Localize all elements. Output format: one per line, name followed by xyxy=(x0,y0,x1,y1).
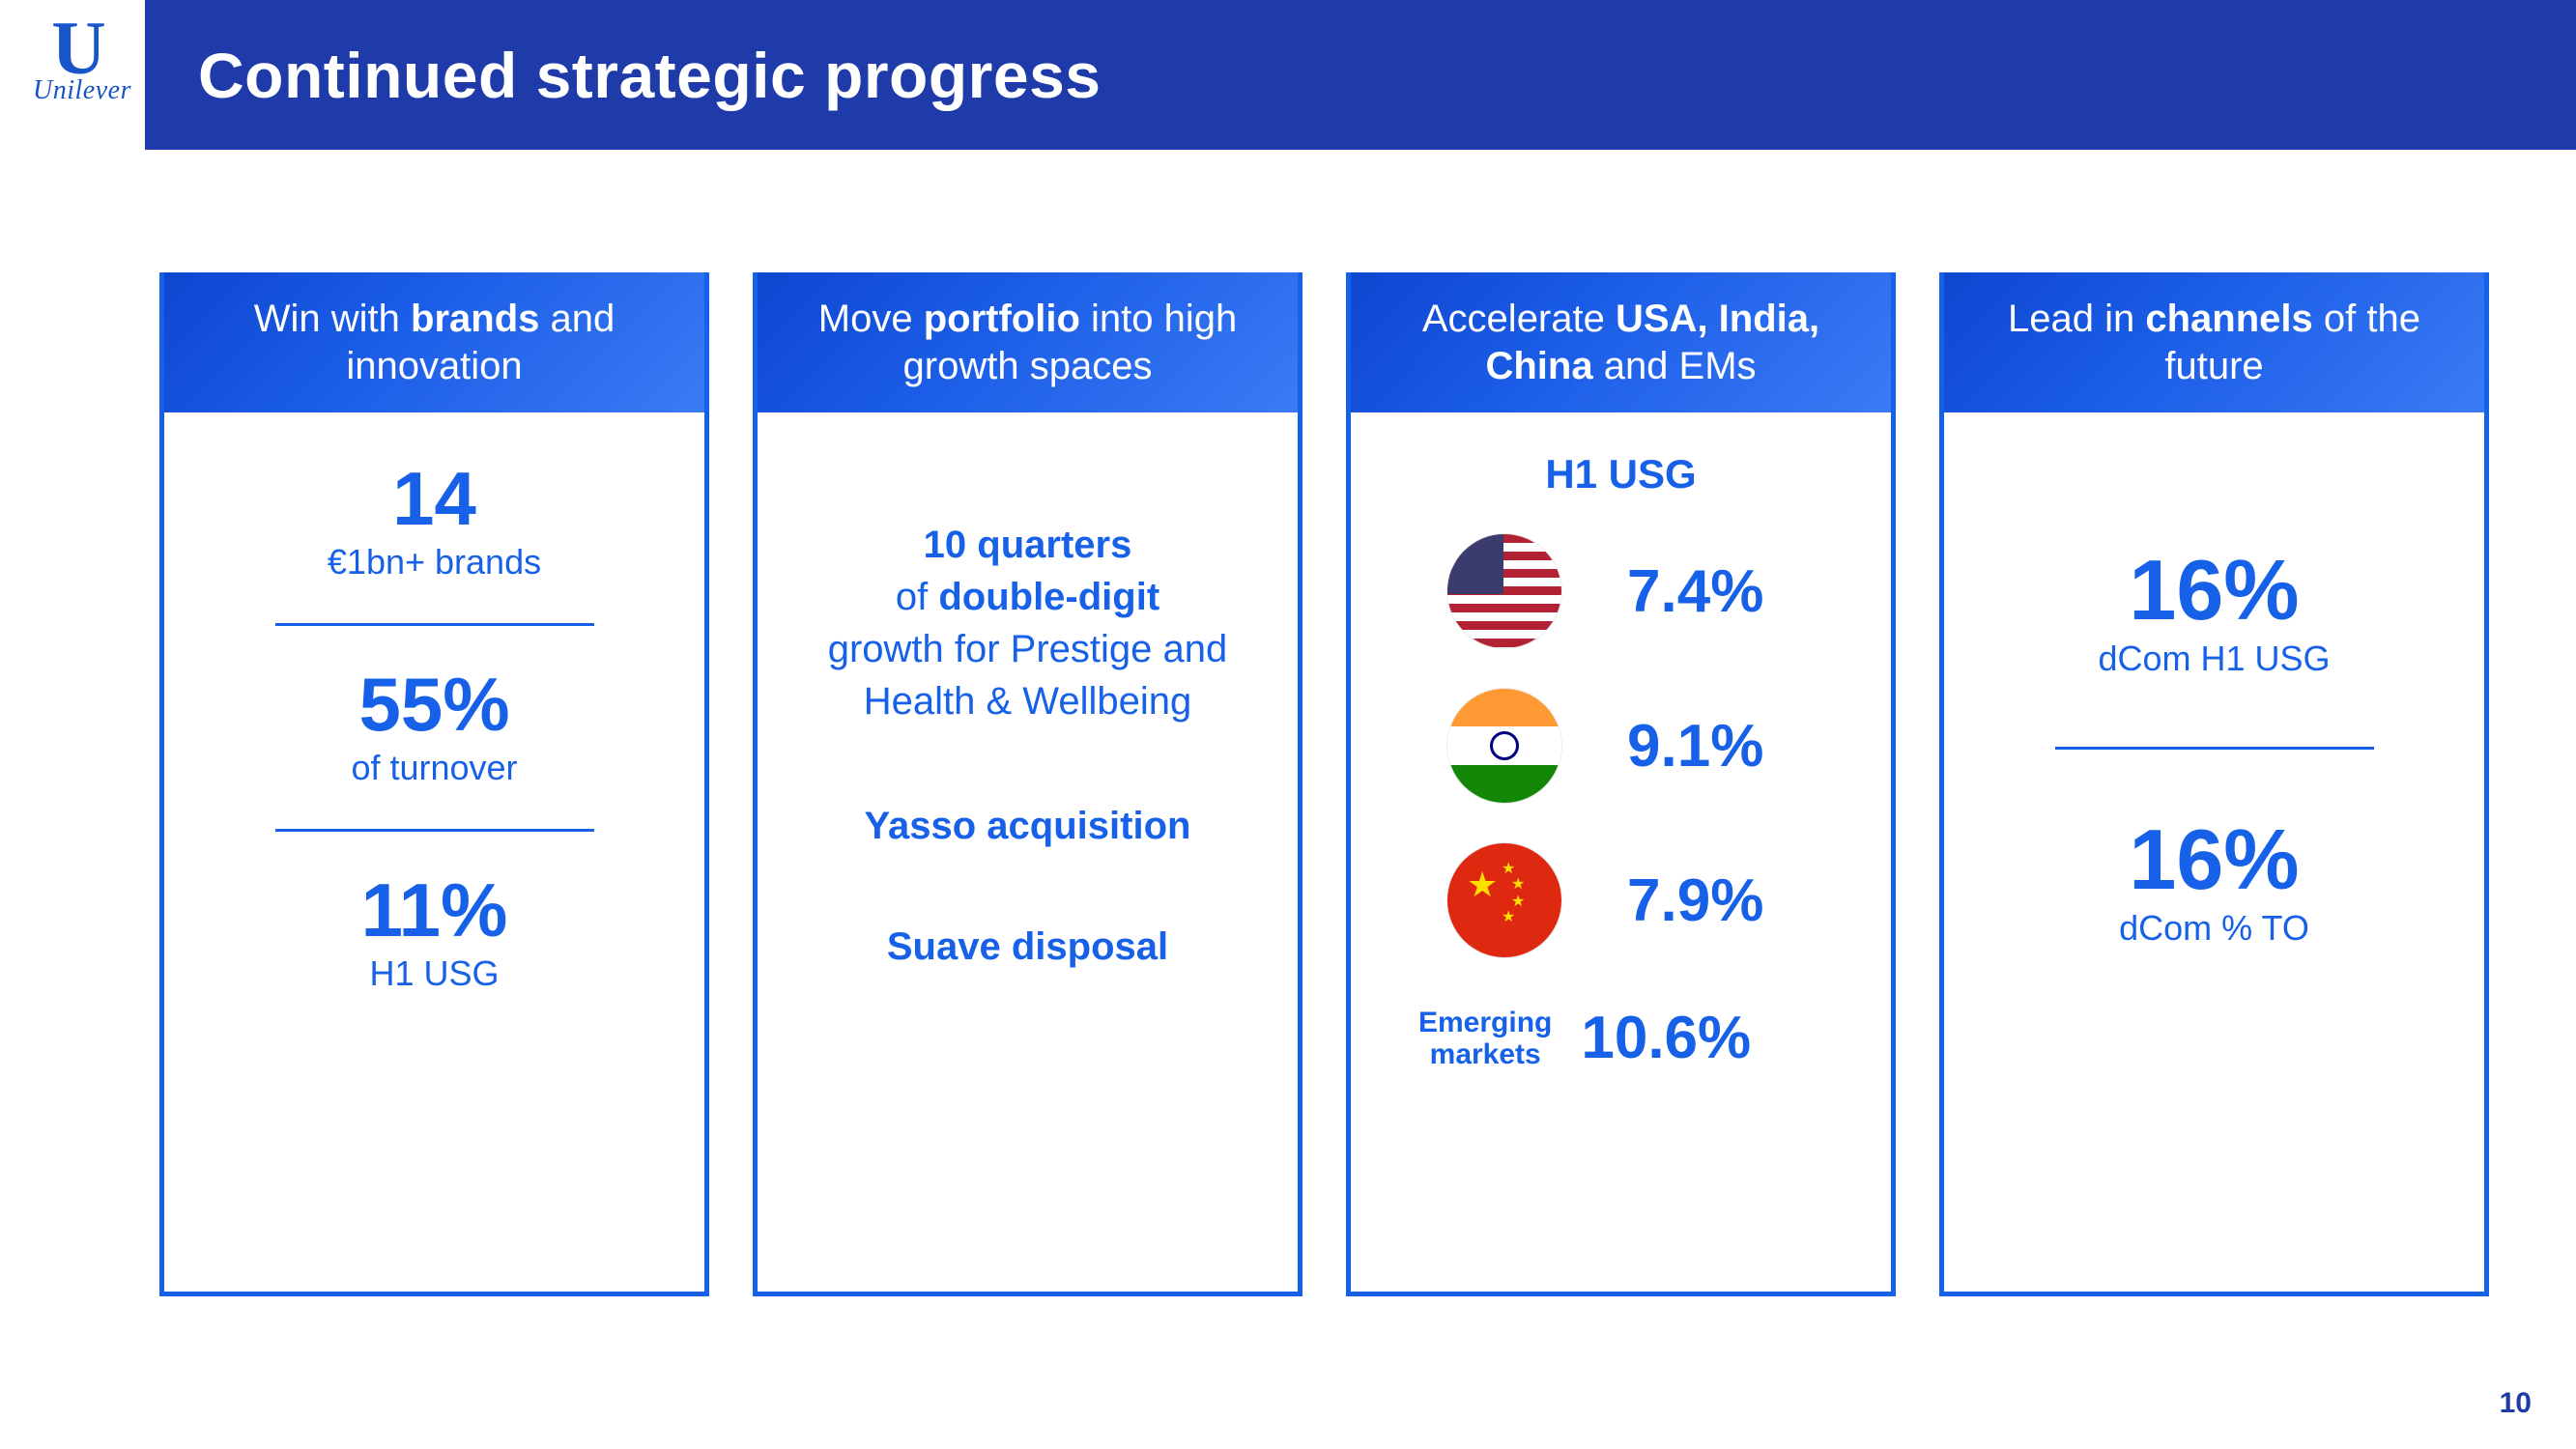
pct-india: 9.1% xyxy=(1627,712,1763,781)
brand-logo: U Unilever xyxy=(33,17,125,106)
card-channels-future: Lead in channels of the future 16% dCom … xyxy=(1939,272,2489,1296)
metric-label: dCom H1 USG xyxy=(2098,639,2330,679)
suave-disposal: Suave disposal xyxy=(887,925,1168,969)
card-header-text: Accelerate xyxy=(1422,298,1616,340)
flag-usa-icon xyxy=(1447,534,1561,648)
card-header-bold: brands xyxy=(411,298,539,340)
metric-turnover: 55% of turnover xyxy=(351,667,517,788)
metric-label: dCom % TO xyxy=(2119,908,2309,949)
card-header-bold: channels xyxy=(2145,298,2312,340)
text-bold: 10 quarters xyxy=(924,524,1132,566)
metric-value: 55% xyxy=(351,667,517,742)
market-row-china: ★ ★ ★ ★ ★ 7.9% xyxy=(1380,843,1862,957)
text-bold: double-digit xyxy=(938,576,1159,618)
portfolio-growth-text: 10 quarters of double-digit growth for P… xyxy=(787,519,1269,727)
divider xyxy=(275,623,594,626)
page-title: Continued strategic progress xyxy=(198,39,1102,112)
card-header-text: Move xyxy=(818,298,924,340)
metric-dcom-to: 16% dCom % TO xyxy=(2119,817,2309,949)
emerging-markets-label: Emergingmarkets xyxy=(1418,1007,1552,1070)
market-row-india: 9.1% xyxy=(1380,689,1862,803)
card-header-text: and EMs xyxy=(1593,345,1757,387)
card-header: Accelerate USA, India, China and EMs xyxy=(1351,272,1891,412)
pct-usa: 7.4% xyxy=(1627,557,1763,626)
divider xyxy=(275,829,594,832)
pct-emerging: 10.6% xyxy=(1581,1004,1751,1072)
metric-value: 11% xyxy=(361,872,508,948)
metric-dcom-usg: 16% dCom H1 USG xyxy=(2098,548,2330,679)
metric-label: of turnover xyxy=(351,748,517,788)
page-number: 10 xyxy=(2500,1387,2532,1420)
metric-value: 16% xyxy=(2119,817,2309,902)
card-header: Win with brands and innovation xyxy=(164,272,704,412)
text: growth for Prestige and Health & Wellbei… xyxy=(828,628,1228,723)
card-header: Lead in channels of the future xyxy=(1944,272,2484,412)
yasso-acquisition: Yasso acquisition xyxy=(865,805,1191,848)
logo-wordmark: Unilever xyxy=(33,75,125,106)
card-header-text: Win with xyxy=(254,298,411,340)
pct-china: 7.9% xyxy=(1627,867,1763,935)
card-row: Win with brands and innovation 14 €1bn+ … xyxy=(159,272,2489,1296)
card-accelerate-markets: Accelerate USA, India, China and EMs H1 … xyxy=(1346,272,1896,1296)
card-brands-innovation: Win with brands and innovation 14 €1bn+ … xyxy=(159,272,709,1296)
metric-value: 16% xyxy=(2098,548,2330,633)
metric-h1usg: 11% H1 USG xyxy=(361,872,508,994)
slide: U Unilever Continued strategic progress … xyxy=(0,0,2576,1449)
metric-value: 14 xyxy=(328,461,541,536)
flag-china-icon: ★ ★ ★ ★ ★ xyxy=(1447,843,1561,957)
card-header: Move portfolio into high growth spaces xyxy=(758,272,1298,412)
metric-label: H1 USG xyxy=(361,953,508,994)
metric-brands: 14 €1bn+ brands xyxy=(328,461,541,582)
card-portfolio: Move portfolio into high growth spaces 1… xyxy=(753,272,1302,1296)
h1-usg-title: H1 USG xyxy=(1545,451,1696,497)
divider xyxy=(2055,747,2374,750)
text: of xyxy=(896,576,938,618)
card-header-bold: portfolio xyxy=(924,298,1080,340)
market-row-usa: 7.4% xyxy=(1380,534,1862,648)
metric-label: €1bn+ brands xyxy=(328,542,541,582)
market-row-emerging: Emergingmarkets 10.6% xyxy=(1380,1004,1862,1072)
flag-india-icon xyxy=(1447,689,1561,803)
title-bar: Continued strategic progress xyxy=(145,0,2576,150)
card-header-text: Lead in xyxy=(2008,298,2145,340)
logo-mark: U xyxy=(33,17,125,79)
